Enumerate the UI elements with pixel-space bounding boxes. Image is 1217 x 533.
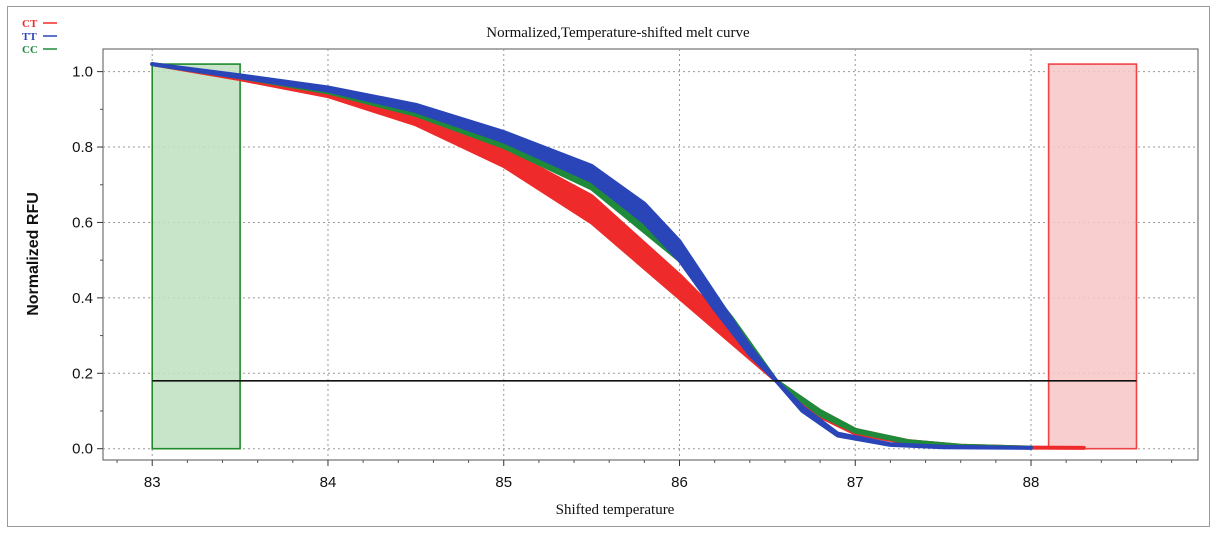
y-tick-label: 0.2 <box>72 365 93 382</box>
x-tick-label: 87 <box>847 474 864 491</box>
legend-label-ct: CT <box>22 18 38 30</box>
y-tick-label: 0.8 <box>72 139 93 156</box>
y-tick-label: 0.6 <box>72 214 93 231</box>
pre-melt-region <box>151 63 241 450</box>
x-tick-label: 83 <box>144 474 161 491</box>
x-tick-label: 85 <box>495 474 512 491</box>
x-tick-label: 84 <box>320 474 337 491</box>
legend-label-cc: CC <box>22 44 38 56</box>
x-axis-label: Shifted temperature <box>556 502 675 518</box>
legend-label-tt: TT <box>22 31 37 43</box>
y-tick-label: 0.4 <box>72 290 93 307</box>
y-tick-label: 0.0 <box>72 441 93 458</box>
series-band-ct <box>150 62 1086 450</box>
y-tick-label: 1.0 <box>72 64 93 81</box>
y-axis-label: Normalized RFU <box>25 192 42 316</box>
series-layer <box>150 62 1086 450</box>
series-band-tt <box>150 62 1033 450</box>
melt-curve-chart: Normalized,Temperature-shifted melt curv… <box>22 18 1199 518</box>
melt-regions <box>151 63 1138 450</box>
x-tick-label: 88 <box>1023 474 1040 491</box>
chart-panel: Normalized,Temperature-shifted melt curv… <box>7 6 1210 527</box>
post-melt-region <box>1047 63 1138 450</box>
y-axis-ticks: 0.0 0.2 0.4 0.6 0.8 1.0 <box>72 64 103 458</box>
x-tick-label: 86 <box>671 474 688 491</box>
x-axis-ticks: 83 84 85 86 87 88 <box>116 460 1173 491</box>
chart-title: Normalized,Temperature-shifted melt curv… <box>486 25 750 41</box>
